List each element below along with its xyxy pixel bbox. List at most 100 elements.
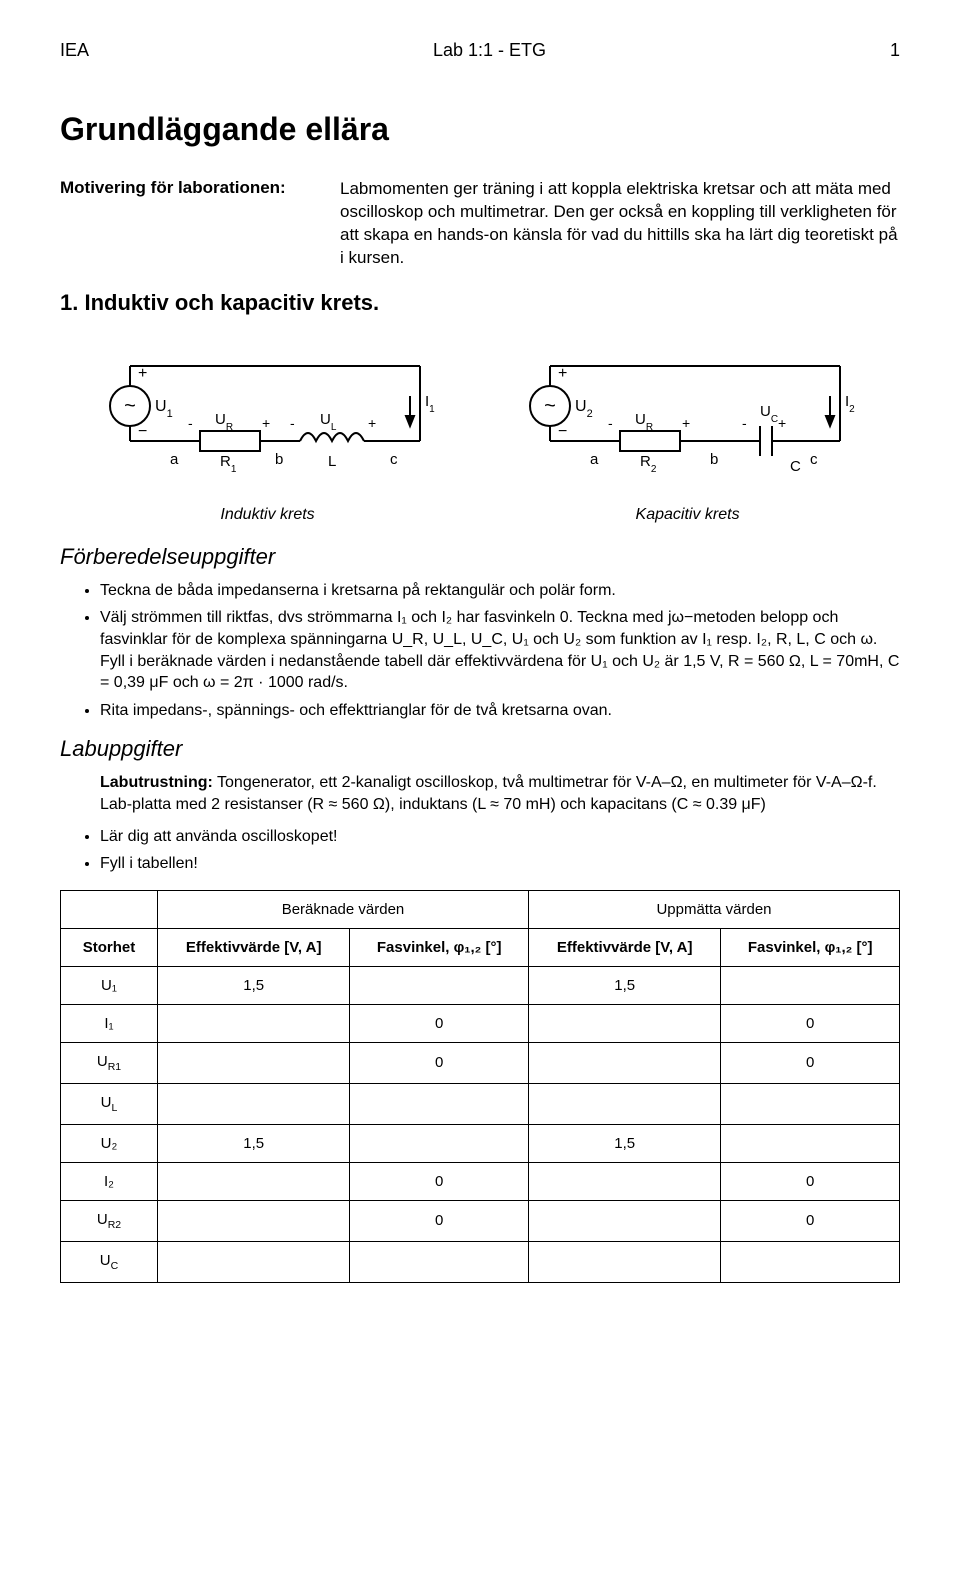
- table-row: UR100: [61, 1042, 900, 1083]
- value-cell: 0: [350, 1200, 529, 1241]
- table-header-cell: Beräknade värden: [158, 890, 529, 928]
- svg-text:a: a: [590, 451, 599, 468]
- capacitive-caption: Kapacitiv krets: [636, 506, 740, 524]
- svg-text:R1: R1: [220, 453, 237, 475]
- value-cell: [528, 1200, 720, 1241]
- equipment-body: Tongenerator, ett 2-kanaligt oscilloskop…: [100, 774, 877, 813]
- equipment-text: Labutrustning: Tongenerator, ett 2-kanal…: [100, 772, 900, 815]
- circuit-captions: Induktiv krets Kapacitiv krets: [60, 506, 900, 524]
- svg-text:+: +: [262, 415, 270, 431]
- table-row: U₁1,51,5: [61, 966, 900, 1004]
- header-left: IEA: [60, 40, 89, 61]
- svg-text:I2: I2: [845, 393, 855, 415]
- motivation-block: Motivering för laborationen: Labmomenten…: [60, 178, 900, 270]
- table-header-cell: [61, 890, 158, 928]
- value-cell: [528, 1042, 720, 1083]
- value-cell: 0: [721, 1042, 900, 1083]
- svg-text:UL: UL: [320, 411, 337, 433]
- svg-text:+: +: [368, 415, 376, 431]
- table-row: I₂00: [61, 1162, 900, 1200]
- svg-text:b: b: [710, 451, 718, 468]
- value-cell: 1,5: [158, 1124, 350, 1162]
- value-cell: [528, 1083, 720, 1124]
- svg-text:~: ~: [124, 395, 136, 417]
- value-cell: [158, 1241, 350, 1282]
- svg-text:I1: I1: [425, 393, 435, 415]
- lab-title: Labuppgifter: [60, 736, 900, 762]
- value-cell: 0: [721, 1004, 900, 1042]
- value-cell: [721, 966, 900, 1004]
- svg-text:a: a: [170, 451, 179, 468]
- table-header-cell: Fasvinkel, φ₁,₂ [°]: [350, 928, 529, 966]
- equipment-label: Labutrustning:: [100, 774, 213, 791]
- prep-item: Teckna de båda impedanserna i kretsarna …: [100, 580, 900, 602]
- quantity-cell: U₂: [61, 1124, 158, 1162]
- value-cell: [350, 1083, 529, 1124]
- svg-text:R2: R2: [640, 453, 657, 475]
- table-row: U₂1,51,5: [61, 1124, 900, 1162]
- capacitive-circuit-svg: ~ + − U2 - UR + - UC + I2 a R2 b C c: [510, 346, 870, 496]
- inductive-circuit-svg: ~ + − U1 - UR + - UL + I1 a R1 b L c: [90, 346, 450, 496]
- value-cell: [158, 1083, 350, 1124]
- main-title: Grundläggande ellära: [60, 111, 900, 148]
- value-cell: [350, 1124, 529, 1162]
- svg-text:U2: U2: [575, 398, 593, 420]
- table-header-cell: Storhet: [61, 928, 158, 966]
- table-header-cell: Fasvinkel, φ₁,₂ [°]: [721, 928, 900, 966]
- value-cell: 0: [721, 1200, 900, 1241]
- table-col-header: Storhet Effektivvärde [V, A] Fasvinkel, …: [61, 928, 900, 966]
- svg-text:UR: UR: [635, 411, 653, 433]
- svg-text:~: ~: [544, 395, 556, 417]
- value-cell: [350, 966, 529, 1004]
- svg-text:-: -: [290, 415, 295, 431]
- table-header-cell: Effektivvärde [V, A]: [528, 928, 720, 966]
- svg-text:−: −: [138, 423, 147, 440]
- svg-text:c: c: [810, 451, 818, 468]
- svg-text:U1: U1: [155, 398, 173, 420]
- quantity-cell: I₁: [61, 1004, 158, 1042]
- motivation-text: Labmomenten ger träning i att koppla ele…: [340, 178, 900, 270]
- inductive-caption: Induktiv krets: [220, 506, 314, 524]
- section-1-title: 1. Induktiv och kapacitiv krets.: [60, 290, 900, 316]
- lab-item: Lär dig att använda oscilloskopet!: [100, 826, 900, 848]
- value-cell: [158, 1162, 350, 1200]
- motivation-label: Motivering för laborationen:: [60, 178, 340, 270]
- svg-text:+: +: [138, 365, 147, 382]
- lab-item: Fyll i tabellen!: [100, 853, 900, 875]
- value-cell: 0: [350, 1004, 529, 1042]
- quantity-cell: UR1: [61, 1042, 158, 1083]
- table-group-header: Beräknade värden Uppmätta värden: [61, 890, 900, 928]
- prep-list: Teckna de båda impedanserna i kretsarna …: [60, 580, 900, 722]
- svg-text:c: c: [390, 451, 398, 468]
- svg-text:C: C: [790, 458, 801, 475]
- prep-title: Förberedelseuppgifter: [60, 544, 900, 570]
- value-cell: [350, 1241, 529, 1282]
- svg-text:L: L: [328, 453, 336, 470]
- page-header: IEA Lab 1:1 - ETG 1: [60, 40, 900, 61]
- svg-text:+: +: [558, 365, 567, 382]
- svg-text:-: -: [742, 415, 747, 431]
- values-table: Beräknade värden Uppmätta värden Storhet…: [60, 890, 900, 1283]
- value-cell: [721, 1083, 900, 1124]
- svg-text:b: b: [275, 451, 283, 468]
- prep-item: Rita impedans-, spännings- och effekttri…: [100, 700, 900, 722]
- circuit-diagrams: ~ + − U1 - UR + - UL + I1 a R1 b L c: [60, 346, 900, 496]
- value-cell: 1,5: [158, 966, 350, 1004]
- value-cell: 1,5: [528, 1124, 720, 1162]
- table-header-cell: Effektivvärde [V, A]: [158, 928, 350, 966]
- table-row: UR200: [61, 1200, 900, 1241]
- value-cell: [158, 1200, 350, 1241]
- value-cell: [528, 1004, 720, 1042]
- table-row: I₁ 0 0: [61, 1004, 900, 1042]
- lab-list: Lär dig att använda oscilloskopet! Fyll …: [60, 826, 900, 875]
- svg-text:−: −: [558, 423, 567, 440]
- svg-text:+: +: [778, 415, 786, 431]
- svg-text:UC: UC: [760, 403, 778, 425]
- svg-text:-: -: [608, 415, 613, 431]
- value-cell: [158, 1042, 350, 1083]
- svg-text:-: -: [188, 415, 193, 431]
- quantity-cell: UC: [61, 1241, 158, 1282]
- prep-item: Välj strömmen till riktfas, dvs strömmar…: [100, 607, 900, 693]
- header-center: Lab 1:1 - ETG: [433, 40, 546, 61]
- value-cell: 0: [721, 1162, 900, 1200]
